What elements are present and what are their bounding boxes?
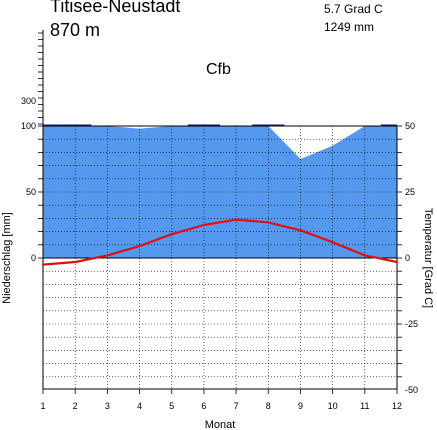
right-tick-label-0: 0 <box>405 253 410 263</box>
left-tick-label-0: 0 <box>31 253 36 263</box>
temperature-point-12 <box>395 260 399 264</box>
x-tick-label-7: 7 <box>234 401 239 411</box>
temperature-point-8 <box>267 221 270 224</box>
mean-temperature: 5.7 Grad C <box>324 2 383 16</box>
x-tick-label-8: 8 <box>266 401 271 411</box>
temperature-line <box>42 218 398 266</box>
right-tick-label-50: 50 <box>405 121 415 131</box>
x-tick-label-6: 6 <box>201 401 206 411</box>
temperature-point-7 <box>234 218 238 221</box>
x-tick-label-2: 2 <box>73 401 78 411</box>
temperature-point-3 <box>106 254 109 257</box>
station-name: Titisee-Neustadt <box>50 0 181 16</box>
x-tick-label-12: 12 <box>392 401 402 411</box>
left-tick-label-100: 100 <box>21 121 36 131</box>
temperature-point-4 <box>138 245 141 248</box>
right-tick-label--25: -25 <box>405 319 418 329</box>
temperature-point-9 <box>299 229 302 232</box>
temperature-point-11 <box>363 254 366 257</box>
temperature-point-5 <box>170 233 173 236</box>
station-elevation: 870 m <box>50 20 101 40</box>
x-tick-label-5: 5 <box>169 401 174 411</box>
right-axis-title: Temperatur [Grad C] <box>422 208 434 308</box>
left-tick-label-50: 50 <box>26 187 36 197</box>
x-tick-label-3: 3 <box>105 401 110 411</box>
temperature-point-6 <box>202 223 206 227</box>
x-tick-label-9: 9 <box>298 401 303 411</box>
x-tick-label-10: 10 <box>328 401 338 411</box>
annual-precipitation: 1249 mm <box>324 20 375 34</box>
temperature-point-1 <box>41 263 45 266</box>
x-tick-label-1: 1 <box>40 401 45 411</box>
x-tick-label-4: 4 <box>137 401 142 411</box>
x-tick-label-11: 11 <box>360 401 369 411</box>
right-tick-label-25: 25 <box>405 187 415 197</box>
climate-classification: Cfb <box>206 61 231 78</box>
left-axis-title: Niederschlag [mm] <box>1 212 13 304</box>
left-tick-label-300: 300 <box>21 96 36 106</box>
temperature-point-10 <box>331 241 334 244</box>
temperature-point-2 <box>74 260 77 264</box>
x-axis-title: Monat <box>205 419 236 430</box>
right-tick-label--50: -50 <box>405 385 418 395</box>
